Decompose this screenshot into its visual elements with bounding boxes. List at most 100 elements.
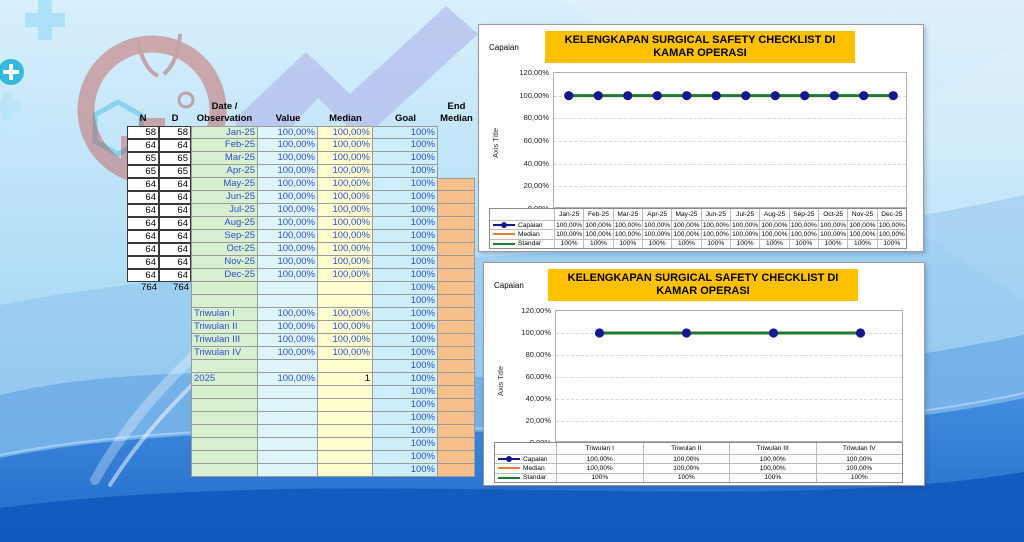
- cell-value[interactable]: [258, 425, 318, 438]
- cell-d[interactable]: 64: [159, 139, 191, 152]
- cell-end-median[interactable]: [438, 230, 475, 243]
- cell-end-median[interactable]: [438, 412, 475, 425]
- cell-median[interactable]: 100,00%: [318, 139, 373, 152]
- cell-goal[interactable]: 100%: [373, 399, 438, 412]
- cell-date-observation[interactable]: [191, 386, 258, 399]
- cell-value[interactable]: 100,00%: [258, 126, 318, 139]
- cell-end-median[interactable]: [438, 178, 475, 191]
- cell-end-median[interactable]: [438, 360, 475, 373]
- cell-value[interactable]: [258, 412, 318, 425]
- cell-d[interactable]: [159, 464, 191, 477]
- cell-n[interactable]: 65: [127, 165, 159, 178]
- cell-goal[interactable]: 100%: [373, 451, 438, 464]
- cell-n[interactable]: [127, 464, 159, 477]
- cell-goal[interactable]: 100%: [373, 412, 438, 425]
- cell-date-observation[interactable]: [191, 464, 258, 477]
- chart-monthly[interactable]: Capaian KELENGKAPAN SURGICAL SAFETY CHEC…: [478, 24, 924, 252]
- cell-goal[interactable]: 100%: [373, 347, 438, 360]
- cell-d[interactable]: 58: [159, 126, 191, 139]
- cell-median[interactable]: 1: [318, 373, 373, 386]
- cell-median[interactable]: [318, 295, 373, 308]
- cell-goal[interactable]: 100%: [373, 165, 438, 178]
- cell-end-median[interactable]: [438, 139, 475, 152]
- cell-date-observation[interactable]: Jan-25: [191, 126, 258, 139]
- cell-date-observation[interactable]: Triwulan III: [191, 334, 258, 347]
- cell-goal[interactable]: 100%: [373, 438, 438, 451]
- cell-d[interactable]: 64: [159, 191, 191, 204]
- cell-end-median[interactable]: [438, 165, 475, 178]
- cell-goal[interactable]: 100%: [373, 295, 438, 308]
- cell-date-observation[interactable]: Apr-25: [191, 165, 258, 178]
- cell-median[interactable]: 100,00%: [318, 178, 373, 191]
- cell-goal[interactable]: 100%: [373, 243, 438, 256]
- cell-end-median[interactable]: [438, 438, 475, 451]
- cell-end-median[interactable]: [438, 321, 475, 334]
- cell-n[interactable]: [127, 295, 159, 308]
- cell-value[interactable]: [258, 451, 318, 464]
- cell-n[interactable]: [127, 399, 159, 412]
- header-end-median[interactable]: End Median: [440, 101, 473, 124]
- cell-n[interactable]: [127, 308, 159, 321]
- cell-median[interactable]: 100,00%: [318, 165, 373, 178]
- cell-d[interactable]: [159, 308, 191, 321]
- cell-end-median[interactable]: [438, 282, 475, 295]
- cell-date-observation[interactable]: Dec-25: [191, 269, 258, 282]
- cell-d[interactable]: [159, 373, 191, 386]
- cell-end-median[interactable]: [438, 217, 475, 230]
- cell-median[interactable]: 100,00%: [318, 308, 373, 321]
- cell-goal[interactable]: 100%: [373, 256, 438, 269]
- header-goal[interactable]: Goal: [394, 113, 417, 124]
- cell-d[interactable]: 64: [159, 269, 191, 282]
- cell-value[interactable]: 100,00%: [258, 191, 318, 204]
- cell-n[interactable]: 58: [127, 126, 159, 139]
- cell-median[interactable]: 100,00%: [318, 191, 373, 204]
- cell-n[interactable]: [127, 425, 159, 438]
- cell-date-observation[interactable]: [191, 438, 258, 451]
- cell-median[interactable]: 100,00%: [318, 204, 373, 217]
- cell-value[interactable]: [258, 399, 318, 412]
- cell-date-observation[interactable]: [191, 399, 258, 412]
- cell-value[interactable]: 100,00%: [258, 308, 318, 321]
- cell-end-median[interactable]: [438, 152, 475, 165]
- cell-date-observation[interactable]: Mar-25: [191, 152, 258, 165]
- cell-end-median[interactable]: [438, 464, 475, 477]
- cell-end-median[interactable]: [438, 425, 475, 438]
- cell-value[interactable]: [258, 438, 318, 451]
- cell-value[interactable]: [258, 295, 318, 308]
- cell-d[interactable]: [159, 295, 191, 308]
- cell-end-median[interactable]: [438, 386, 475, 399]
- cell-goal[interactable]: 100%: [373, 191, 438, 204]
- cell-end-median[interactable]: [438, 399, 475, 412]
- cell-median[interactable]: [318, 386, 373, 399]
- cell-goal[interactable]: 100%: [373, 178, 438, 191]
- cell-goal[interactable]: 100%: [373, 152, 438, 165]
- cell-median[interactable]: 100,00%: [318, 217, 373, 230]
- cell-n[interactable]: 64: [127, 191, 159, 204]
- cell-goal[interactable]: 100%: [373, 282, 438, 295]
- cell-d[interactable]: [159, 321, 191, 334]
- cell-n[interactable]: 64: [127, 243, 159, 256]
- cell-value[interactable]: 100,00%: [258, 373, 318, 386]
- cell-n[interactable]: 64: [127, 178, 159, 191]
- cell-end-median[interactable]: [438, 256, 475, 269]
- cell-end-median[interactable]: [438, 204, 475, 217]
- cell-goal[interactable]: 100%: [373, 230, 438, 243]
- cell-end-median[interactable]: [438, 334, 475, 347]
- cell-n[interactable]: 64: [127, 256, 159, 269]
- cell-value[interactable]: 100,00%: [258, 243, 318, 256]
- cell-n[interactable]: 764: [141, 282, 157, 293]
- cell-date-observation[interactable]: Feb-25: [191, 139, 258, 152]
- header-value[interactable]: Value: [275, 113, 301, 124]
- cell-d[interactable]: [159, 360, 191, 373]
- cell-value[interactable]: 100,00%: [258, 178, 318, 191]
- cell-date-observation[interactable]: [191, 295, 258, 308]
- cell-n[interactable]: [127, 321, 159, 334]
- cell-date-observation[interactable]: Oct-25: [191, 243, 258, 256]
- cell-date-observation[interactable]: Triwulan II: [191, 321, 258, 334]
- cell-value[interactable]: 100,00%: [258, 347, 318, 360]
- cell-date-observation[interactable]: [191, 412, 258, 425]
- cell-d[interactable]: [159, 347, 191, 360]
- cell-end-median[interactable]: [438, 451, 475, 464]
- cell-median[interactable]: [318, 425, 373, 438]
- cell-goal[interactable]: 100%: [373, 464, 438, 477]
